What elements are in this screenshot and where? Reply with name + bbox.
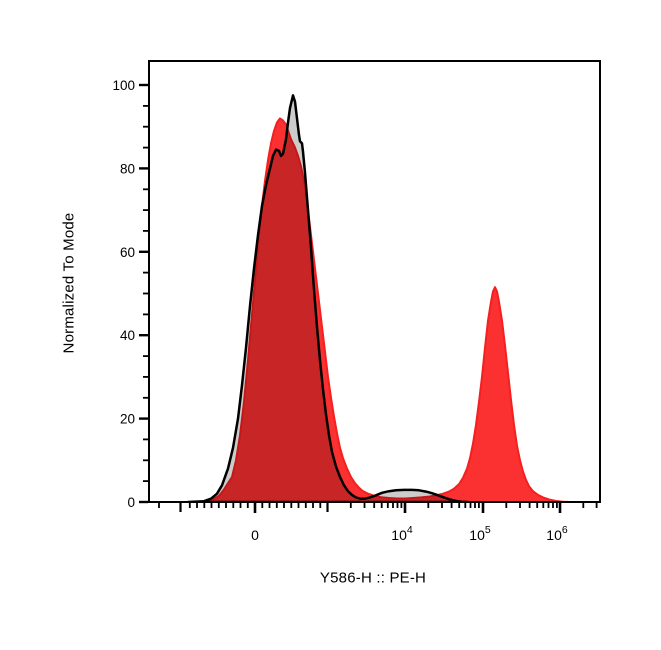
y-tick-label: 60 <box>120 245 135 260</box>
x-tick-label: 0 <box>251 527 259 543</box>
y-axis-label: Normalized To Mode <box>60 212 78 354</box>
x-tick-label: 105 <box>469 524 491 543</box>
y-tick-label: 0 <box>127 495 135 510</box>
x-tick-label: 104 <box>391 524 413 543</box>
x-tick-label: 106 <box>546 524 568 543</box>
stained-red-histogram <box>193 117 571 502</box>
x-axis-label: Y586-H :: PE-H <box>319 569 427 587</box>
plot-frame <box>148 60 601 503</box>
y-tick-label: 40 <box>120 328 135 343</box>
y-tick-label: 100 <box>112 78 135 93</box>
y-tick-label: 20 <box>120 412 135 427</box>
control-black-histogram <box>186 94 470 502</box>
y-tick-label: 80 <box>120 161 135 176</box>
